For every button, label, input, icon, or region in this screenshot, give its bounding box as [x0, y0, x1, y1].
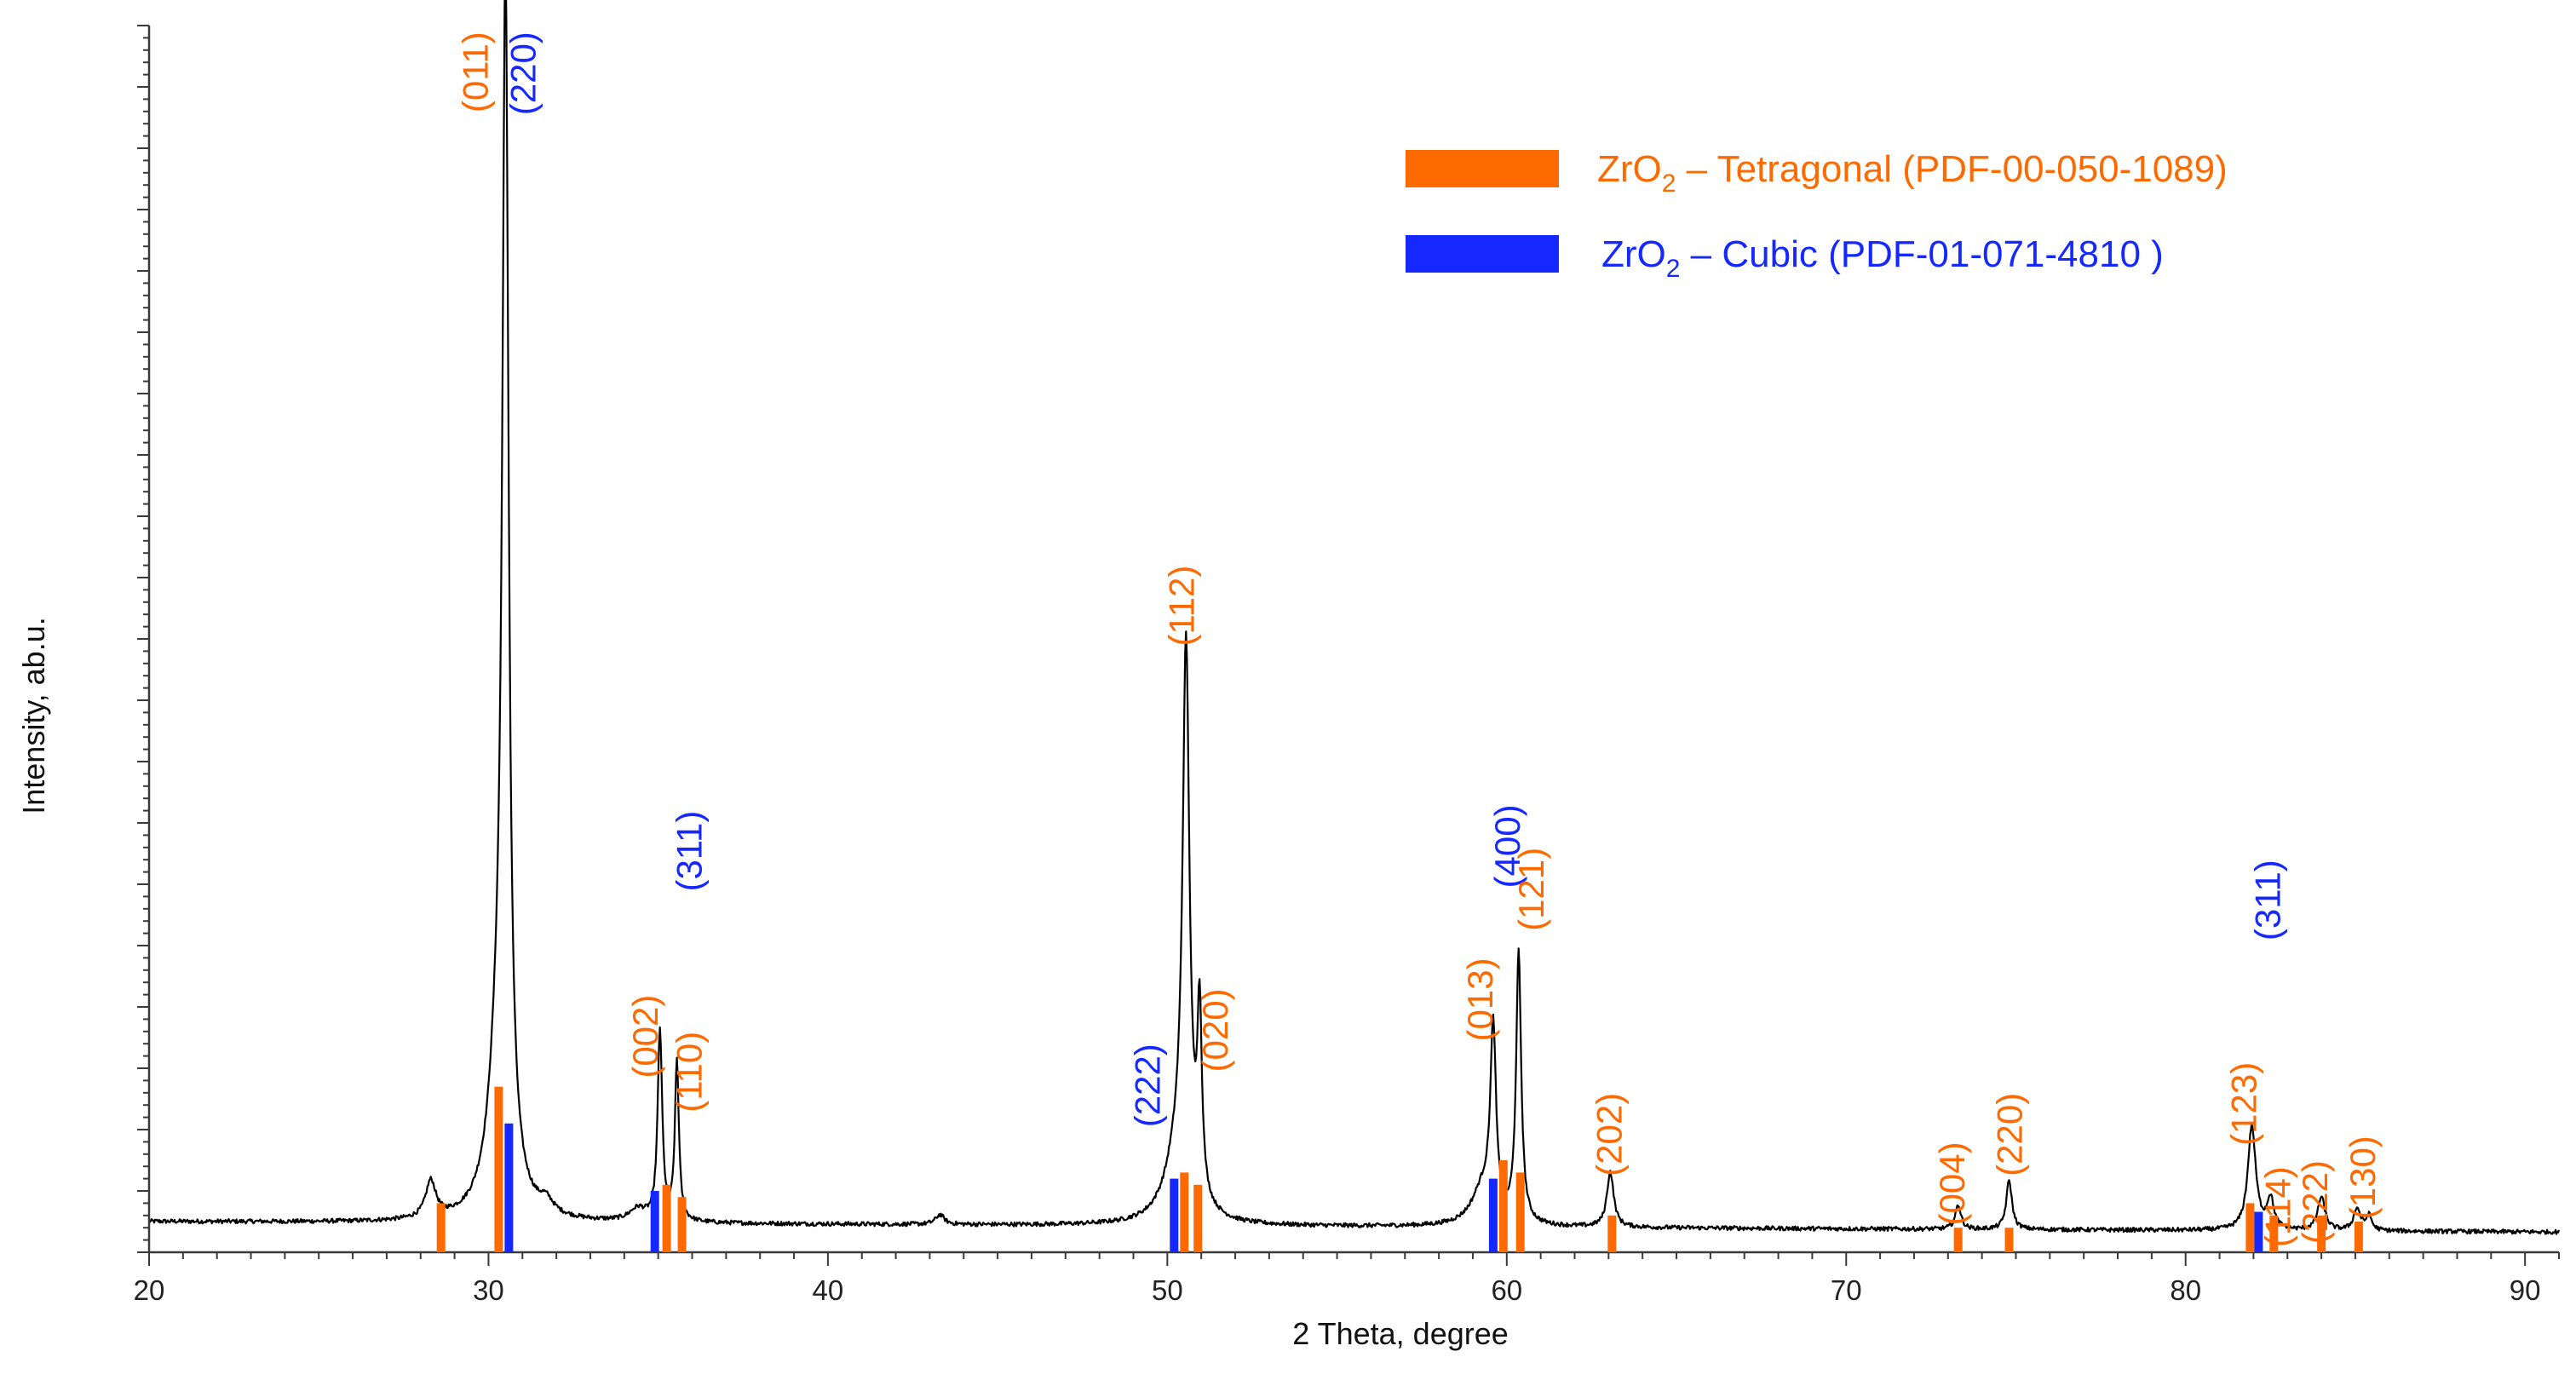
peak-annotation: (110) [670, 1032, 710, 1113]
tetragonal-stick [436, 1203, 446, 1252]
tetragonal-stick [2317, 1215, 2326, 1252]
peak-annotation: (004) [1932, 1142, 1972, 1225]
x-axis: 20 30 40 50 60 70 80 90 [134, 1251, 2560, 1306]
peak-annotation: (311) [670, 811, 710, 892]
legend-label: ZrO2 – Tetragonal (PDF-00-050-1089) [1597, 148, 2228, 198]
peak-annotation: (220) [1990, 1093, 2030, 1176]
tetragonal-stick [677, 1197, 687, 1252]
legend-swatch [1406, 235, 1559, 273]
tetragonal-stick [1953, 1228, 1963, 1252]
y-axis [137, 25, 151, 1253]
tetragonal-stick [1193, 1184, 1203, 1252]
legend-prefix: ZrO [1597, 148, 1662, 190]
peak-annotation: (222) [1127, 1044, 1167, 1127]
tetragonal-stick [1498, 1160, 1508, 1252]
legend-prefix: ZrO [1601, 233, 1666, 275]
peak-annotation: (121) [1511, 848, 1551, 931]
x-axis-title: 2 Theta, degree [1292, 1316, 1509, 1351]
peak-annotation: (220) [503, 32, 543, 115]
cubic-stick [650, 1191, 659, 1252]
legend-suffix: – Cubic (PDF-01-071-4810 ) [1680, 233, 2163, 275]
peak-annotation: (020) [1195, 988, 1235, 1072]
x-tick-label: 70 [1831, 1274, 1862, 1306]
x-tick-label: 60 [1491, 1274, 1522, 1306]
xrd-pattern-line [148, 0, 2561, 1235]
tetragonal-stick [2245, 1203, 2255, 1252]
cubic-stick [1488, 1178, 1498, 1252]
peak-annotation: (013) [1460, 958, 1500, 1041]
tetragonal-stick [1180, 1172, 1189, 1252]
peak-annotation: (123) [2223, 1062, 2263, 1146]
peak-annotations: (011) (220)(002)(311)(110) (222)(112)(020)… [456, 32, 2383, 1247]
tetragonal-stick [2354, 1222, 2363, 1252]
peak-annotation: (222) [2295, 1160, 2335, 1244]
x-tick-label: 90 [2510, 1274, 2541, 1306]
tetragonal-stick [1607, 1215, 1617, 1252]
cubic-stick [504, 1123, 514, 1252]
peak-annotation: (114) [2257, 1166, 2297, 1247]
cubic-stick [2254, 1211, 2263, 1252]
cubic-stick [1170, 1178, 1179, 1252]
peak-annotation: (002) [625, 995, 665, 1078]
reference-sticks [436, 1086, 2363, 1252]
x-tick-label: 20 [134, 1274, 165, 1306]
peak-annotation: (400) [1487, 804, 1527, 888]
tetragonal-stick [494, 1086, 503, 1252]
tetragonal-stick [2004, 1228, 2014, 1252]
legend-swatch [1406, 150, 1559, 187]
peak-annotation: (311) [2247, 860, 2287, 940]
plot-area [148, 0, 2561, 1235]
x-tick-label: 80 [2170, 1274, 2201, 1306]
peak-annotation: (202) [1589, 1093, 1629, 1176]
legend-label: ZrO2 – Cubic (PDF-01-071-4810 ) [1601, 233, 2164, 283]
x-tick-label: 50 [1152, 1274, 1183, 1306]
tetragonal-stick [2269, 1215, 2279, 1252]
legend: ZrO2 – Tetragonal (PDF-00-050-1089)ZrO2 … [1406, 148, 2228, 283]
legend-subscript: 2 [1662, 170, 1676, 198]
legend-suffix: – Tetragonal (PDF-00-050-1089) [1676, 148, 2227, 190]
x-tick-label: 40 [813, 1274, 844, 1306]
x-tick-label: 30 [473, 1274, 504, 1306]
peak-annotation: (130) [2343, 1136, 2383, 1219]
tetragonal-stick [662, 1184, 671, 1252]
legend-subscript: 2 [1666, 255, 1681, 283]
peak-annotation: (112) [1161, 566, 1201, 647]
tetragonal-stick [1515, 1172, 1525, 1252]
peak-annotation: (011) [456, 32, 496, 112]
y-axis-title: Intensity, ab.u. [16, 617, 51, 814]
